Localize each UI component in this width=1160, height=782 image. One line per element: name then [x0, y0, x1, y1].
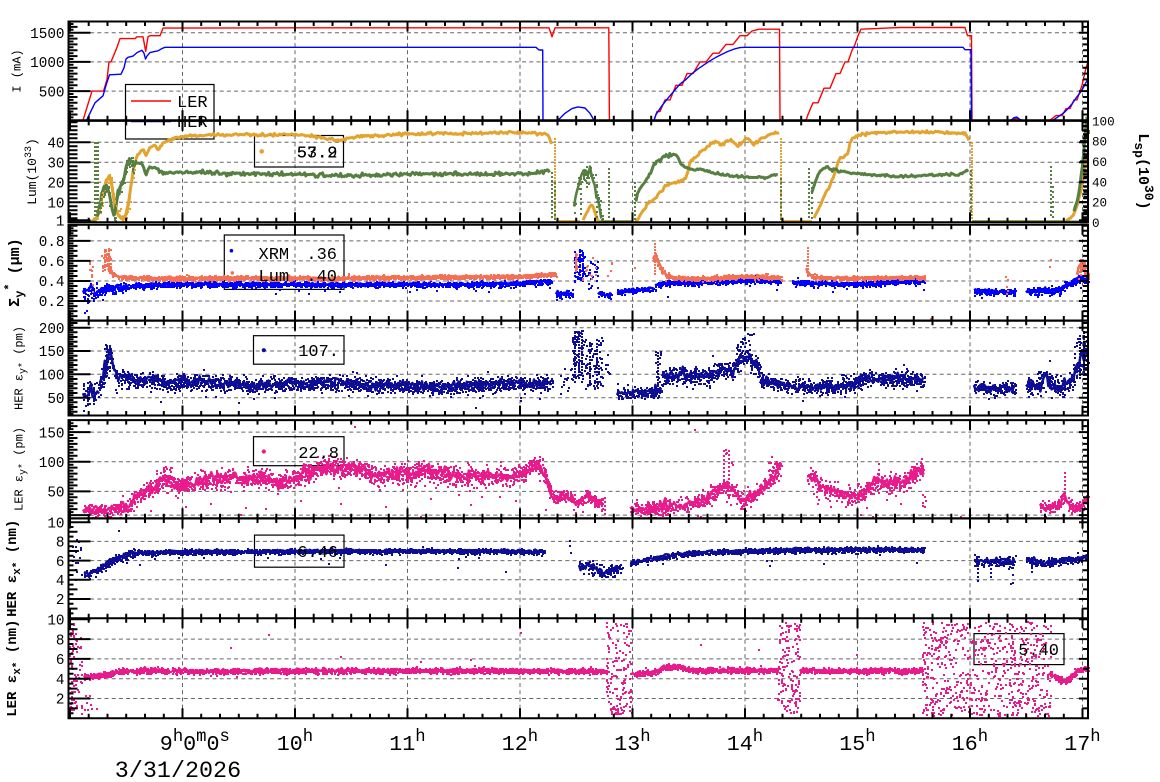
svg-text:.40: .40	[306, 268, 337, 287]
svg-text:6: 6	[56, 653, 65, 669]
svg-text:100: 100	[39, 456, 65, 472]
svg-text:60: 60	[1092, 156, 1107, 170]
svg-text:.36: .36	[306, 246, 337, 265]
svg-text:22.8: 22.8	[298, 445, 339, 464]
svg-text:1500: 1500	[30, 27, 64, 43]
svg-text:150: 150	[39, 426, 65, 442]
svg-text:10: 10	[47, 516, 64, 532]
svg-text:HER εx* (nm): HER εx* (nm)	[5, 520, 24, 617]
svg-text:6: 6	[56, 555, 65, 571]
svg-text:LER εx* (nm): LER εx* (nm)	[5, 620, 24, 717]
svg-text:100: 100	[39, 369, 65, 385]
svg-text:0: 0	[1092, 217, 1100, 231]
svg-text:200: 200	[39, 322, 65, 338]
svg-text:40: 40	[1092, 176, 1107, 190]
svg-text:30: 30	[47, 157, 64, 173]
svg-text:LER: LER	[177, 94, 208, 113]
svg-text:4: 4	[56, 673, 65, 689]
svg-text:8: 8	[56, 633, 65, 649]
svg-text:50: 50	[47, 486, 64, 502]
svg-text:1000: 1000	[30, 56, 64, 72]
svg-text:53.2: 53.2	[297, 145, 338, 164]
svg-text:5.40: 5.40	[1018, 642, 1059, 661]
svg-text:0.6: 0.6	[39, 255, 65, 271]
svg-text:80: 80	[1092, 136, 1107, 150]
svg-text:3/31/2026: 3/31/2026	[115, 759, 241, 782]
svg-text:LER εy* (pm): LER εy* (pm)	[12, 427, 29, 511]
svg-text:1: 1	[56, 215, 65, 231]
svg-text:8: 8	[56, 536, 65, 552]
svg-text:XRM: XRM	[259, 246, 290, 265]
svg-text:100: 100	[1092, 115, 1115, 129]
svg-text:HER εy* (pm): HER εy* (pm)	[12, 326, 29, 410]
svg-text:20: 20	[1092, 197, 1107, 211]
svg-text:150: 150	[39, 345, 65, 361]
svg-text:50: 50	[47, 392, 64, 408]
svg-text:9h0m0s: 9h0m0s	[160, 728, 230, 757]
svg-text:500: 500	[39, 85, 65, 101]
svg-text:4: 4	[56, 574, 65, 590]
svg-text:HER: HER	[177, 114, 208, 133]
svg-text:2: 2	[56, 693, 65, 709]
svg-text:10: 10	[47, 197, 64, 213]
svg-text:6.46: 6.46	[297, 544, 338, 563]
svg-text:0.8: 0.8	[39, 235, 65, 251]
svg-text:40: 40	[47, 137, 64, 153]
svg-text:107.: 107.	[298, 343, 339, 362]
svg-text:2: 2	[56, 593, 65, 609]
svg-text:0.2: 0.2	[39, 295, 65, 311]
svg-text:Lum: Lum	[259, 268, 290, 287]
svg-text:I (mA): I (mA)	[11, 49, 25, 92]
svg-text:10: 10	[47, 614, 64, 630]
svg-text:57.9: 57.9	[297, 145, 338, 164]
svg-text:20: 20	[47, 177, 64, 193]
svg-text:0.4: 0.4	[39, 275, 65, 291]
